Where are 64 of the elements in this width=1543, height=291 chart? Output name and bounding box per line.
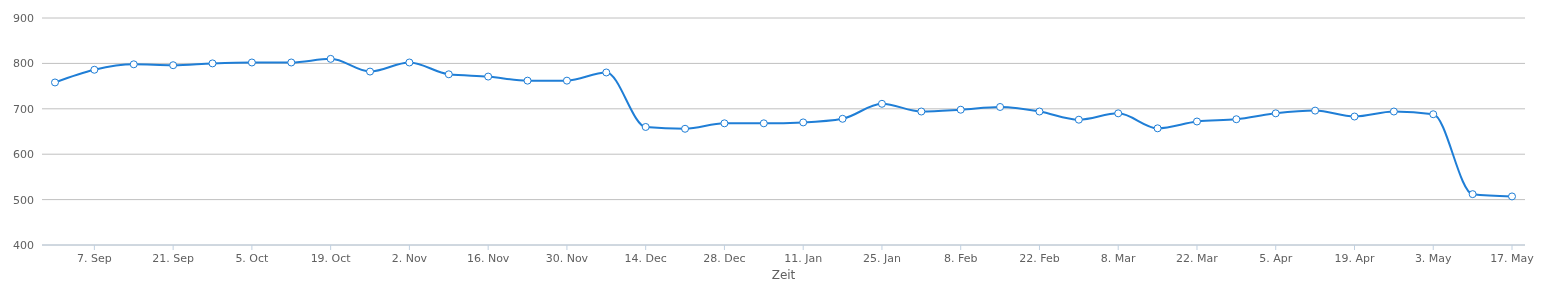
point [366,67,375,76]
point [877,99,886,108]
y-tick-label: 400 [13,239,34,252]
x-tick-label: 19. Oct [310,252,352,265]
point [405,58,414,67]
point [838,114,847,123]
point [602,68,611,77]
y-tick-label: 600 [13,148,34,162]
point [484,72,493,81]
x-tick-label: 11. Jan [784,252,823,265]
point [799,118,808,127]
x-tick-label: 7. Sep [77,252,112,265]
x-tick-label: 8. Mar [1100,252,1137,265]
x-tick-label: 22. Feb [1019,252,1060,265]
point [1389,107,1398,116]
x-tick-label: 19. Apr [1334,252,1375,265]
point [1035,107,1044,116]
point [720,119,729,128]
y-tick-label: 500 [13,193,34,207]
point [287,58,296,67]
point [1153,124,1162,133]
point [562,76,571,85]
point [1508,192,1517,201]
point [1271,109,1280,118]
point [996,102,1005,111]
x-tick-label: 2. Nov [391,252,428,265]
point [641,122,650,131]
x-tick-label: 3. May [1414,252,1453,265]
x-axis-title: Zeit [771,268,796,282]
point [1468,190,1477,199]
point [129,60,138,69]
y-tick-label: 800 [13,57,34,71]
point [326,54,335,63]
point [1429,110,1438,119]
x-tick-label: 8. Feb [943,252,978,265]
point [956,105,965,114]
point [523,76,532,85]
point [444,70,453,79]
x-tick-label: 16. Nov [466,252,510,265]
point [1192,117,1201,126]
point [1350,112,1359,121]
x-tick-label: 21. Sep [152,252,194,265]
point [1232,115,1241,124]
x-tick-label: 28. Dec [703,252,746,265]
y-tick-label: 900 [13,12,34,25]
x-tick-label: 17. May [1490,252,1535,265]
point [1114,109,1123,118]
point [759,119,768,128]
point [90,65,99,74]
x-tick-label: 5. Apr [1259,252,1293,265]
x-tick-label: 30. Nov [545,252,589,265]
x-tick-label: 14. Dec [624,252,667,265]
point [169,61,178,70]
point [1311,106,1320,115]
x-tick-label: 22. Mar [1176,252,1219,265]
point [917,107,926,116]
y-tick-label: 700 [13,102,34,116]
point [681,124,690,133]
x-tick-label: 25. Jan [862,252,901,265]
point [208,59,217,68]
point [247,58,256,67]
x-tick-label: 5. Oct [235,252,270,265]
point [51,78,59,87]
point [1074,115,1083,124]
